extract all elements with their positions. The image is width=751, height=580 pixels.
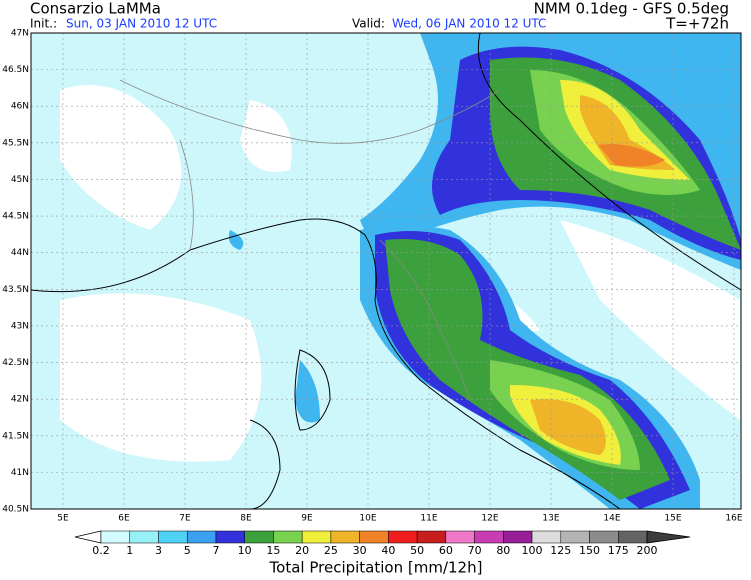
lat-label: 47N (11, 29, 29, 39)
colorbar-box (618, 530, 648, 544)
title: Consarzio LaMMa (30, 0, 161, 18)
lat-label: 41N (11, 468, 29, 478)
colorbar-label: 10 (238, 544, 252, 557)
precip-field (31, 33, 741, 509)
lat-label: 42N (11, 395, 29, 405)
colorbar-label: 80 (496, 544, 510, 557)
colorbar-label: 1 (126, 544, 133, 557)
colorbar-box (474, 530, 504, 544)
colorbar-label: 50 (410, 544, 424, 557)
lon-label: 11E (420, 514, 437, 524)
colorbar-label: 20 (295, 544, 309, 557)
colorbar-label: 30 (353, 544, 367, 557)
colorbar-label: 125 (550, 544, 571, 557)
colorbar-label: 200 (637, 544, 658, 557)
colorbar-box (560, 530, 590, 544)
lon-label: 14E (603, 514, 620, 524)
lon-label: 10E (359, 514, 376, 524)
lon-label: 7E (179, 514, 191, 524)
colorbar-box (359, 530, 389, 544)
lat-label: 43.5N (2, 285, 29, 295)
lat-label: 44N (11, 248, 29, 258)
colorbar-label: 5 (184, 544, 191, 557)
lat-label: 44.5N (2, 212, 29, 222)
model: NMM 0.1deg - GFS 0.5deg (534, 0, 729, 18)
colorbar-box (330, 530, 360, 544)
colorbar-label: 60 (439, 544, 453, 557)
colorbar-label: 70 (468, 544, 482, 557)
lon-label: 8E (240, 514, 252, 524)
coordinate-labels: 47N 46.5N 46N 45.5N 45N 44.5N 44N 43.5N 43N 42.5N… (2, 29, 743, 524)
lon-label: 6E (118, 514, 130, 524)
valid-value: Wed, 06 JAN 2010 12 UTC (392, 17, 546, 31)
lon-label: 5E (57, 514, 69, 524)
lon-label: 12E (481, 514, 498, 524)
colorbar-label: 3 (155, 544, 162, 557)
colorbar-label: 25 (324, 544, 338, 557)
colorbar-label: 7 (212, 544, 219, 557)
colorbar-label: 0.2 (92, 544, 110, 557)
colorbar-box (503, 530, 533, 544)
init-value: Sun, 03 JAN 2010 12 UTC (66, 17, 217, 31)
colorbar-box (100, 530, 130, 544)
colorbar-box (531, 530, 562, 544)
lat-label: 41.5N (2, 431, 29, 441)
colorbar-label: 150 (579, 544, 600, 557)
lat-label: 45.5N (2, 138, 29, 148)
colorbar-box (158, 530, 188, 544)
colorbar-box (244, 530, 274, 544)
colorbar-box (129, 530, 159, 544)
colorbar-box (388, 530, 418, 544)
colorbar-box (445, 530, 475, 544)
colorbar-box (416, 530, 447, 544)
lead-time: T=+72h (665, 15, 729, 33)
lat-label: 46N (11, 102, 29, 112)
colorbar-label: 175 (608, 544, 629, 557)
colorbar-below (74, 530, 102, 544)
lat-label: 43N (11, 321, 29, 331)
valid-label: Valid: (352, 17, 385, 31)
lon-label: 13E (542, 514, 559, 524)
colorbar-above (646, 530, 691, 544)
colorbar-label: 15 (266, 544, 280, 557)
lat-label: 45N (11, 175, 29, 185)
colorbar-box (589, 530, 619, 544)
init-label: Init.: (30, 17, 57, 31)
colorbar-label: 100 (522, 544, 543, 557)
colorbar: 0.2 1 3 5 7 10 15 20 25 30 40 50 60 70 80 100 125 150 175 2… (74, 530, 691, 557)
colorbar-box (186, 530, 217, 544)
colorbar-title: Total Precipitation [mm/12h] (269, 559, 483, 577)
lon-label: 16E (725, 514, 742, 524)
map-frame (30, 32, 742, 510)
lat-label: 42.5N (2, 358, 29, 368)
lon-label: 15E (664, 514, 681, 524)
colorbar-box (273, 530, 303, 544)
colorbar-label: 40 (381, 544, 395, 557)
colorbar-box (215, 530, 245, 544)
lat-label: 46.5N (2, 65, 29, 75)
lon-label: 9E (301, 514, 313, 524)
lat-label: 40.5N (2, 505, 29, 515)
colorbar-box (301, 530, 332, 544)
